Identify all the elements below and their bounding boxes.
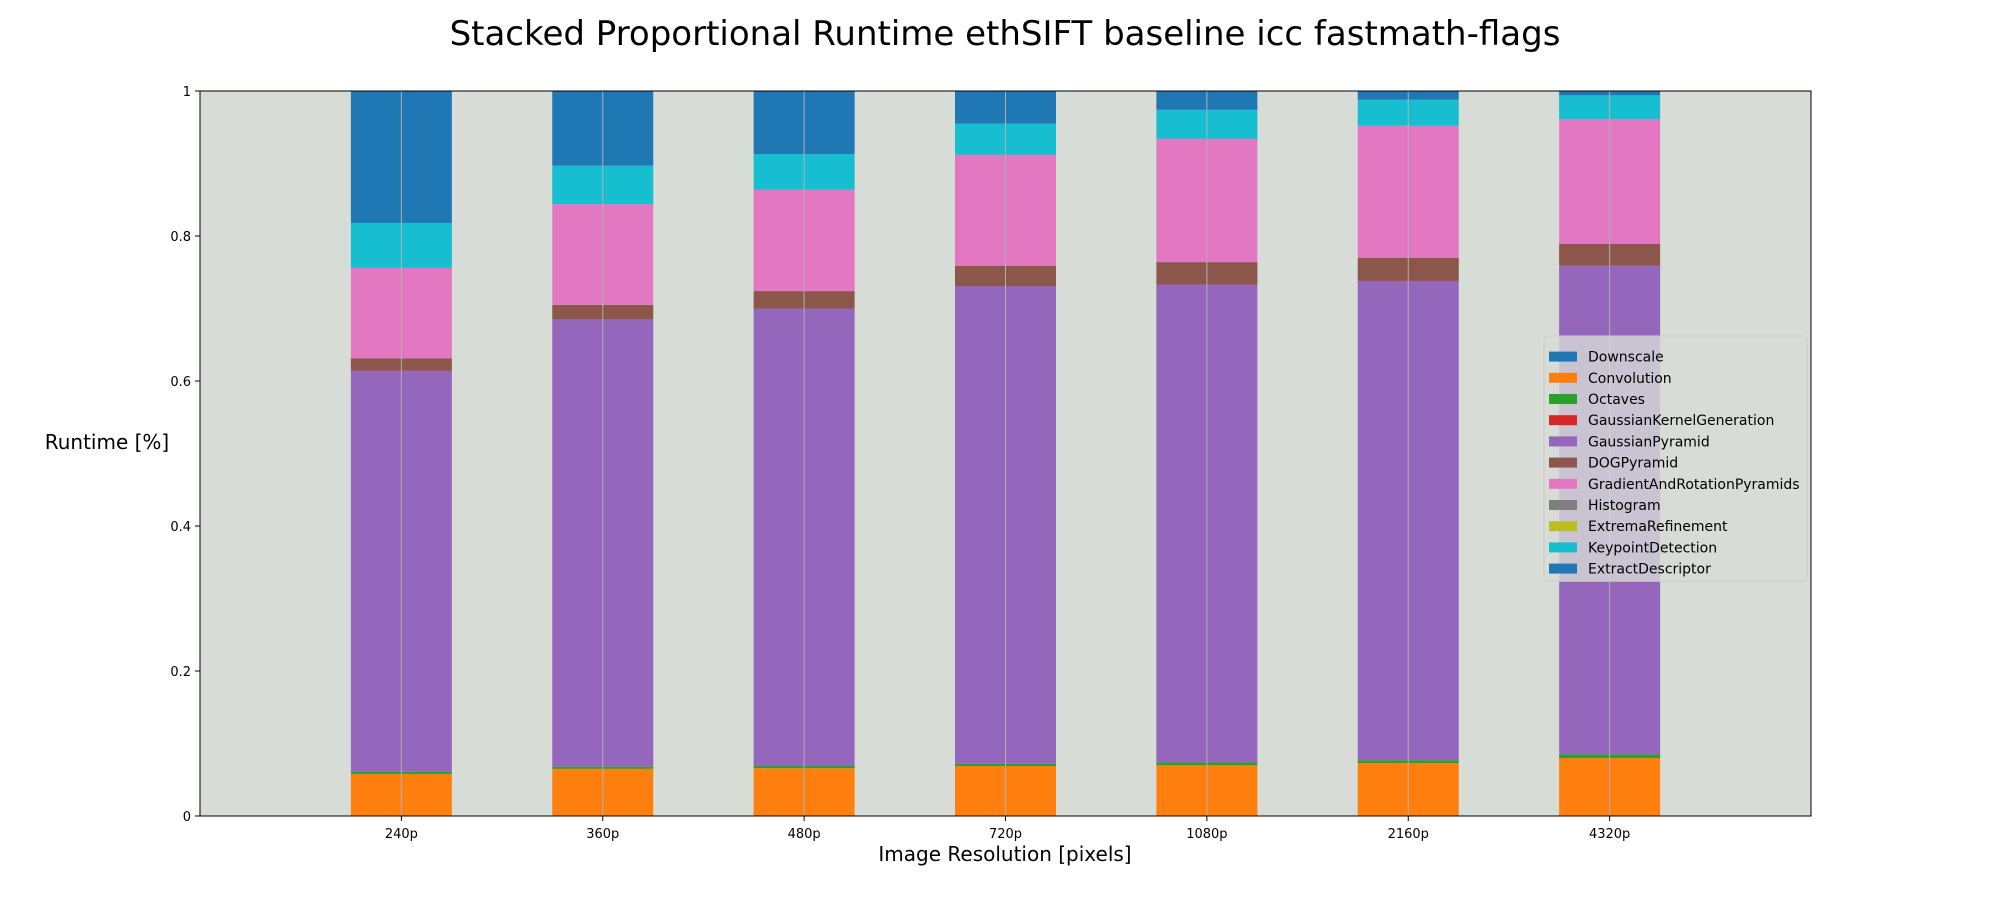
legend-label-gaussianpyramid: GaussianPyramid xyxy=(1588,434,1710,450)
legend-label-keypointdetection: KeypointDetection xyxy=(1588,540,1717,556)
x-axis: 240p 360p 480p 720p 1080p 2160p 4320p xyxy=(385,816,1630,842)
legend: Downscale Convolution Octaves GaussianKerne… xyxy=(1543,335,1808,582)
legend-label-convolution: Convolution xyxy=(1588,371,1672,387)
x-tick-label: 480p xyxy=(788,827,821,842)
x-tick-label: 2160p xyxy=(1388,827,1429,842)
legend-label-downscale: Downscale xyxy=(1588,350,1664,366)
y-tick-label: 0.2 xyxy=(170,665,191,680)
y-tick-label: 0.6 xyxy=(170,375,191,390)
legend-swatch-convolution xyxy=(1549,372,1577,383)
legend-swatch-downscale xyxy=(1549,351,1577,362)
legend-swatch-extremarefinement xyxy=(1549,521,1577,532)
legend-label-gradientandrotationpyramids: GradientAndRotationPyramids xyxy=(1588,477,1800,493)
legend-label-extremarefinement: ExtremaRefinement xyxy=(1588,519,1728,535)
y-tick-label: 0.8 xyxy=(170,230,191,245)
legend-label-extractdescriptor: ExtractDescriptor xyxy=(1588,562,1711,578)
x-tick-label: 4320p xyxy=(1589,827,1630,842)
x-tick-label: 360p xyxy=(586,827,619,842)
legend-label-gaussiankernelgeneration: GaussianKernelGeneration xyxy=(1588,413,1774,429)
x-axis-title: Image Resolution [pixels] xyxy=(878,842,1131,866)
x-tick-label: 240p xyxy=(385,827,418,842)
legend-label-octaves: Octaves xyxy=(1588,392,1645,408)
legend-swatch-gaussianpyramid xyxy=(1549,436,1577,447)
x-tick-label: 720p xyxy=(989,827,1022,842)
legend-swatch-gradientandrotationpyramids xyxy=(1549,478,1577,489)
legend-swatch-dogpyramid xyxy=(1549,457,1577,468)
y-tick-label: 0.4 xyxy=(170,520,191,535)
legend-label-dogpyramid: DOGPyramid xyxy=(1588,456,1678,472)
legend-label-histogram: Histogram xyxy=(1588,498,1661,514)
legend-box xyxy=(1543,335,1808,582)
chart-title: Stacked Proportional Runtime ethSIFT bas… xyxy=(450,14,1561,54)
x-tick-label: 1080p xyxy=(1186,827,1227,842)
legend-swatch-octaves xyxy=(1549,394,1577,404)
grid-layer xyxy=(400,91,1611,816)
legend-swatch-gaussiankernelgeneration xyxy=(1549,415,1577,426)
legend-swatch-keypointdetection xyxy=(1549,542,1577,553)
legend-swatch-extractdescriptor xyxy=(1549,563,1577,574)
y-axis-title: Runtime [%] xyxy=(45,430,170,454)
y-tick-label: 1 xyxy=(183,85,191,100)
y-tick-label: 0 xyxy=(183,810,191,825)
y-axis: 0 0.2 0.4 0.6 0.8 1 xyxy=(170,85,200,825)
legend-swatch-histogram xyxy=(1549,500,1577,510)
